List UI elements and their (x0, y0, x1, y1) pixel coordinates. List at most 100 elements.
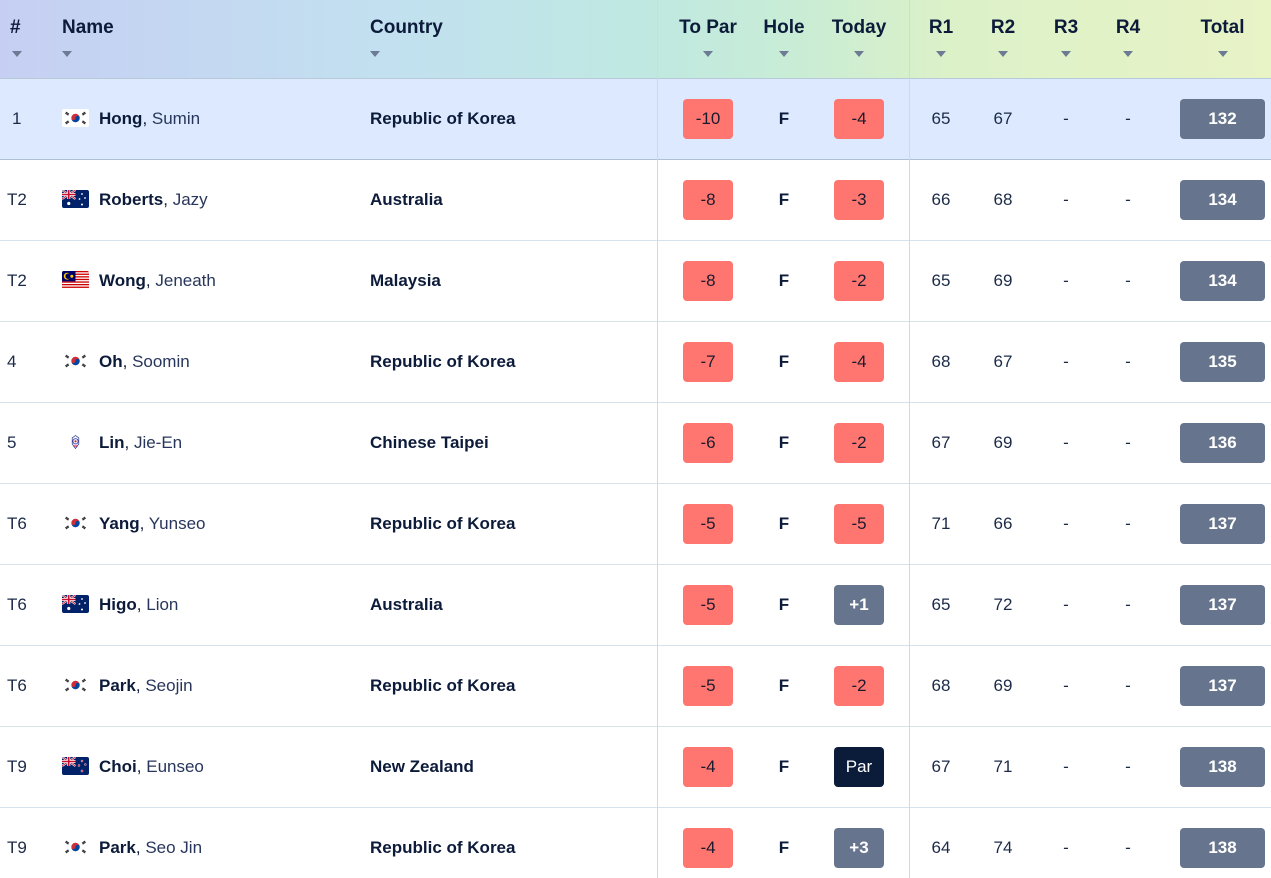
round-1-score: 65 (931, 271, 951, 290)
sort-r3[interactable]: R3 (1041, 0, 1091, 79)
hole-cell: F (778, 433, 790, 452)
player-first-name: Eunseo (146, 757, 204, 776)
player-first-name: Yunseo (148, 514, 206, 533)
leaderboard-header: # Name Country To Par Hole Today R1 R2 (0, 0, 1271, 79)
player-name-link[interactable]: Park, Seo Jin (99, 838, 203, 857)
player-name-link[interactable]: Lin, Jie-En (99, 433, 183, 452)
column-header-hole: Hole (763, 17, 805, 38)
sort-today[interactable]: Today (824, 0, 894, 79)
to-par-badge: -6 (683, 423, 733, 463)
today-badge: -2 (834, 666, 884, 706)
table-row[interactable]: T6 Park, Seojin Republic of Korea -5 F -2 68 69… (0, 646, 1271, 727)
total-badge: 137 (1180, 504, 1265, 544)
hole-cell: F (778, 514, 790, 533)
to-par-badge: -5 (683, 585, 733, 625)
australia-flag-icon (62, 190, 89, 208)
chevron-down-icon (12, 51, 22, 57)
round-2-score: 69 (993, 433, 1013, 452)
player-name-link[interactable]: Yang, Yunseo (99, 514, 206, 533)
column-header-position: # (10, 17, 21, 38)
today-badge: Par (834, 747, 884, 787)
table-row[interactable]: T2 Roberts, Jazy Australia -8 F -3 66 68 - - 134 (0, 160, 1271, 241)
player-name-link[interactable]: Oh, Soomin (99, 352, 190, 371)
round-2-score: 74 (993, 838, 1013, 857)
position-cell: T6 (7, 514, 27, 533)
round-1-score: 68 (931, 352, 951, 371)
table-row[interactable]: 1 Hong, Sumin Republic of Korea -10 F -4 65 67 -… (0, 79, 1271, 160)
total-badge: 137 (1180, 666, 1265, 706)
sort-to-par[interactable]: To Par (673, 0, 743, 79)
chevron-down-icon (779, 51, 789, 57)
round-3-score: - (1063, 271, 1069, 290)
today-badge: -3 (834, 180, 884, 220)
table-row[interactable]: T6 Yang, Yunseo Republic of Korea -5 F -5 71 66… (0, 484, 1271, 565)
sort-r2[interactable]: R2 (978, 0, 1028, 79)
position-cell: T9 (7, 838, 27, 857)
column-divider (909, 0, 910, 878)
hole-cell: F (778, 838, 790, 857)
sort-r1[interactable]: R1 (916, 0, 966, 79)
chevron-down-icon (62, 51, 72, 57)
table-row[interactable]: 4 Oh, Soomin Republic of Korea -7 F -4 68 67 - - 1… (0, 322, 1271, 403)
player-name-link[interactable]: Park, Seojin (99, 676, 193, 695)
country-cell: Republic of Korea (370, 109, 516, 128)
round-3-score: - (1063, 514, 1069, 533)
chevron-down-icon (370, 51, 380, 57)
sort-position[interactable]: # (0, 0, 40, 79)
korea-flag-icon (62, 352, 89, 370)
today-badge: +1 (834, 585, 884, 625)
round-4-score: - (1125, 676, 1131, 695)
round-4-score: - (1125, 190, 1131, 209)
country-cell: New Zealand (370, 757, 474, 776)
korea-flag-icon (62, 838, 89, 856)
to-par-badge: -8 (683, 261, 733, 301)
table-row[interactable]: 5 Lin, Jie-En Chinese Taipei -6 F -2 67 69 - - 136 (0, 403, 1271, 484)
player-first-name: Soomin (132, 352, 190, 371)
player-last-name: Park (99, 838, 136, 857)
sort-hole[interactable]: Hole (749, 0, 819, 79)
round-3-score: - (1063, 838, 1069, 857)
column-header-country: Country (370, 17, 443, 38)
player-first-name: Lion (146, 595, 179, 614)
round-4-score: - (1125, 352, 1131, 371)
table-row[interactable]: T9 Choi, Eunseo New Zealand -4 F Par 67 71 - - 138 (0, 727, 1271, 808)
country-cell: Republic of Korea (370, 514, 516, 533)
position-cell: 4 (7, 352, 17, 371)
total-badge: 134 (1180, 180, 1265, 220)
total-badge: 136 (1180, 423, 1265, 463)
sort-r4[interactable]: R4 (1103, 0, 1153, 79)
position-cell: T6 (7, 676, 27, 695)
sort-name[interactable]: Name (60, 0, 260, 79)
player-last-name: Roberts (99, 190, 164, 209)
table-row[interactable]: T2 Wong, Jeneath Malaysia -8 F -2 65 69 - - 134 (0, 241, 1271, 322)
total-badge: 138 (1180, 828, 1265, 868)
position-cell: T2 (7, 190, 27, 209)
player-name-link[interactable]: Roberts, Jazy (99, 190, 208, 209)
player-name-link[interactable]: Hong, Sumin (99, 109, 201, 128)
table-row[interactable]: T6 Higo, Lion Australia -5 F +1 65 72 - - 137 (0, 565, 1271, 646)
sort-country[interactable]: Country (368, 0, 568, 79)
table-row[interactable]: T9 Park, Seo Jin Republic of Korea -4 F +3 64 7… (0, 808, 1271, 878)
player-name-link[interactable]: Choi, Eunseo (99, 757, 204, 776)
column-header-total: Total (1200, 17, 1245, 38)
sort-total[interactable]: Total (1180, 0, 1265, 79)
total-badge: 135 (1180, 342, 1265, 382)
to-par-badge: -5 (683, 666, 733, 706)
player-name-link[interactable]: Wong, Jeneath (99, 271, 216, 290)
position-cell: T9 (7, 757, 27, 776)
korea-flag-icon (62, 514, 89, 532)
australia-flag-icon (62, 595, 89, 613)
player-first-name: Jie-En (133, 433, 183, 452)
round-3-score: - (1063, 352, 1069, 371)
korea-flag-icon (62, 109, 89, 127)
player-first-name: Jazy (172, 190, 208, 209)
player-first-name: Seojin (145, 676, 193, 695)
player-name-link[interactable]: Higo, Lion (99, 595, 179, 614)
player-first-name: Sumin (151, 109, 201, 128)
round-3-score: - (1063, 676, 1069, 695)
country-cell: Australia (370, 190, 443, 209)
column-header-to-par: To Par (679, 17, 737, 38)
round-4-score: - (1125, 595, 1131, 614)
round-4-score: - (1125, 757, 1131, 776)
round-1-score: 65 (931, 595, 951, 614)
